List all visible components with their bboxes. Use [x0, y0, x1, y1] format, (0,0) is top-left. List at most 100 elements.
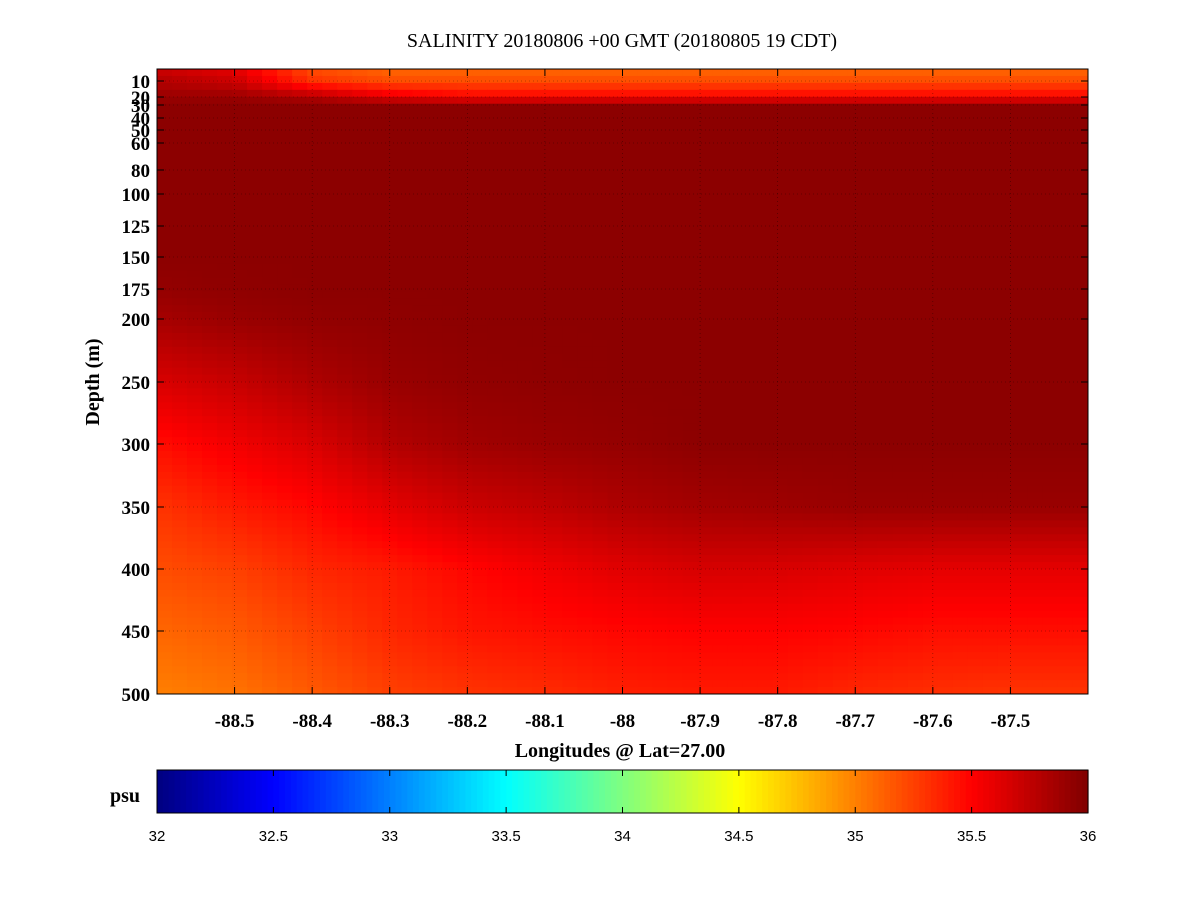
heatmap-cell [637, 256, 654, 265]
heatmap-cell [607, 214, 624, 223]
heatmap-cell [787, 610, 804, 619]
heatmap-cell [937, 374, 954, 383]
heatmap-cell [1012, 82, 1029, 91]
heatmap-cell [562, 520, 579, 528]
heatmap-cell [967, 180, 984, 188]
heatmap-cell [352, 603, 368, 612]
heatmap-cell [1027, 437, 1044, 445]
heatmap-cell [862, 284, 879, 292]
heatmap-cell [652, 235, 669, 244]
heatmap-cell [322, 312, 338, 320]
heatmap-cell [832, 69, 849, 77]
heatmap-cell [802, 444, 819, 452]
heatmap-cell [172, 513, 188, 521]
heatmap-cell [1027, 610, 1044, 619]
heatmap-cell [367, 541, 383, 549]
heatmap-cell [472, 284, 488, 292]
heatmap-cell [262, 506, 278, 515]
heatmap-cell [472, 187, 488, 195]
heatmap-cell [367, 582, 383, 591]
heatmap-cell [832, 582, 849, 591]
heatmap-cell [322, 575, 338, 584]
heatmap-cell [967, 402, 984, 410]
heatmap-cell [967, 617, 984, 626]
heatmap-cell [562, 395, 579, 403]
heatmap-cell [982, 214, 999, 223]
heatmap-cell [937, 89, 954, 98]
heatmap-cell [727, 235, 744, 244]
heatmap-cell [247, 499, 263, 508]
heatmap-cell [292, 617, 308, 626]
heatmap-cell [1012, 200, 1029, 209]
heatmap-cell [847, 450, 864, 459]
heatmap-cell [322, 437, 338, 445]
heatmap-cell [862, 145, 879, 153]
heatmap-cell [442, 402, 458, 410]
heatmap-cell [187, 444, 203, 452]
heatmap-cell [802, 277, 819, 285]
heatmap-cell [727, 284, 744, 292]
heatmap-cell [622, 194, 639, 202]
heatmap-cell [397, 346, 413, 355]
heatmap-cell [802, 409, 819, 417]
heatmap-cell [562, 263, 579, 271]
heatmap-cell [322, 242, 338, 251]
heatmap-cell [577, 298, 594, 306]
heatmap-cell [577, 200, 594, 209]
heatmap-cell [577, 527, 594, 535]
heatmap-cell [592, 117, 609, 126]
heatmap-cell [742, 478, 759, 487]
heatmap-cell [892, 541, 909, 549]
heatmap-cell [772, 187, 789, 195]
heatmap-cell [847, 103, 864, 112]
heatmap-cell [547, 284, 564, 292]
heatmap-cell [262, 200, 278, 209]
heatmap-cell [817, 492, 834, 501]
heatmap-cell [862, 610, 879, 619]
heatmap-cell [772, 513, 789, 521]
heatmap-cell [157, 492, 173, 501]
heatmap-cell [247, 312, 263, 320]
heatmap-cell [1042, 555, 1059, 563]
heatmap-cell [247, 305, 263, 313]
heatmap-cell [847, 339, 864, 348]
heatmap-cell [367, 471, 383, 480]
heatmap-cell [997, 499, 1014, 508]
heatmap-cell [937, 96, 954, 105]
heatmap-cell [457, 402, 473, 410]
heatmap-cell [442, 527, 458, 535]
heatmap-cell [727, 346, 744, 355]
heatmap-cell [667, 200, 684, 209]
heatmap-cell [727, 589, 744, 598]
heatmap-cell [1027, 96, 1044, 105]
heatmap-cell [472, 228, 488, 237]
heatmap-cell [442, 555, 458, 563]
heatmap-cell [967, 332, 984, 341]
heatmap-cell [652, 319, 669, 327]
heatmap-cell [352, 228, 368, 237]
heatmap-cell [202, 96, 218, 105]
heatmap-cell [397, 145, 413, 153]
heatmap-cell [352, 471, 368, 480]
heatmap-cell [1042, 89, 1059, 98]
heatmap-cell [232, 360, 248, 369]
heatmap-cell [247, 624, 263, 633]
heatmap-cell [322, 325, 338, 334]
heatmap-cell [682, 388, 699, 396]
heatmap-cell [1072, 541, 1088, 549]
heatmap-cell [427, 180, 443, 188]
heatmap-cell [607, 200, 624, 209]
heatmap-cell [1012, 194, 1029, 202]
heatmap-cell [412, 423, 428, 431]
heatmap-cell [1072, 221, 1088, 230]
heatmap-cell [622, 131, 639, 140]
heatmap-cell [652, 527, 669, 535]
heatmap-cell [637, 284, 654, 292]
heatmap-cell [502, 187, 518, 195]
heatmap-cell [997, 596, 1014, 605]
heatmap-cell [832, 194, 849, 202]
heatmap-cell [187, 527, 203, 535]
heatmap-cell [997, 617, 1014, 626]
heatmap-cell [1042, 534, 1059, 542]
heatmap-cell [877, 242, 894, 251]
